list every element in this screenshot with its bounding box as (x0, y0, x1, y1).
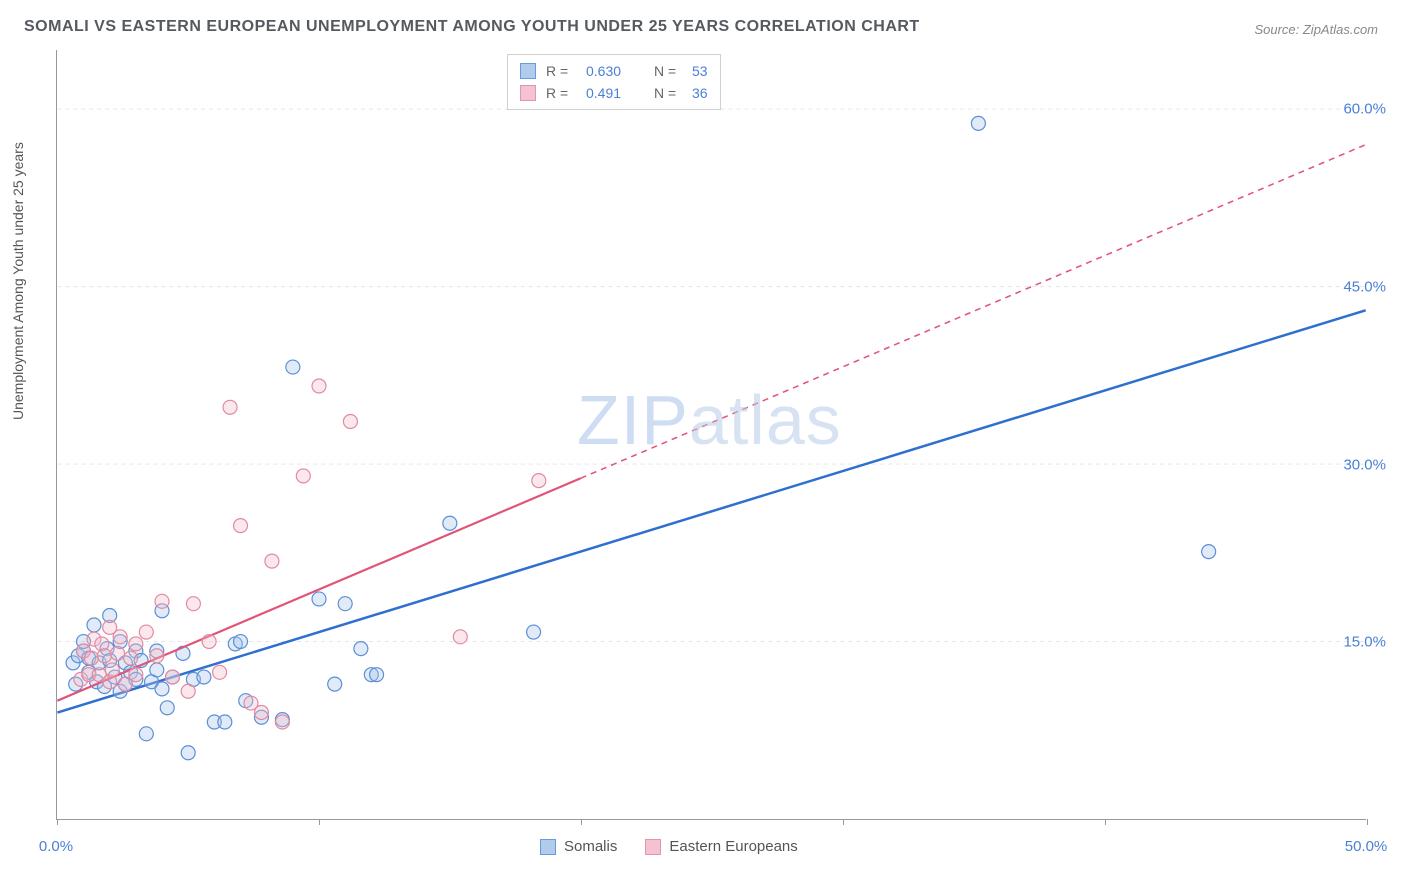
n-label: N = (654, 60, 682, 82)
legend-label-somalis: Somalis (564, 838, 617, 855)
legend-swatch-eastern (645, 839, 661, 855)
plot-area: ZIPatlas R = 0.630 N = 53 R = 0.491 N = … (56, 50, 1366, 820)
x-tick-label: 50.0% (1345, 838, 1388, 855)
chart-title: SOMALI VS EASTERN EUROPEAN UNEMPLOYMENT … (24, 18, 920, 36)
y-axis-label: Unemployment Among Youth under 25 years (10, 142, 26, 420)
legend-row-2: R = 0.491 N = 36 (520, 82, 708, 104)
r-label: R = (546, 82, 576, 104)
legend-label-eastern: Eastern Europeans (669, 838, 797, 855)
x-tick-label: 0.0% (39, 838, 73, 855)
r-label: R = (546, 60, 576, 82)
legend-swatch-eastern (520, 85, 536, 101)
r-value-eastern: 0.491 (586, 82, 644, 104)
bottom-legend: Somalis Eastern Europeans (540, 838, 798, 855)
n-value-eastern: 36 (692, 82, 708, 104)
y-tick-label: 30.0% (1343, 456, 1386, 473)
legend-item-somalis: Somalis (540, 838, 617, 855)
source-label: Source: ZipAtlas.com (1254, 22, 1378, 37)
legend-row-1: R = 0.630 N = 53 (520, 60, 708, 82)
correlation-legend: R = 0.630 N = 53 R = 0.491 N = 36 (507, 54, 721, 110)
legend-swatch-somalis (540, 839, 556, 855)
n-label: N = (654, 82, 682, 104)
y-tick-label: 60.0% (1343, 101, 1386, 118)
legend-item-eastern: Eastern Europeans (645, 838, 797, 855)
scatter-svg (57, 50, 1366, 819)
y-tick-label: 45.0% (1343, 278, 1386, 295)
y-tick-label: 15.0% (1343, 634, 1386, 651)
chart-container: SOMALI VS EASTERN EUROPEAN UNEMPLOYMENT … (0, 0, 1406, 892)
n-value-somalis: 53 (692, 60, 708, 82)
r-value-somalis: 0.630 (586, 60, 644, 82)
legend-swatch-somalis (520, 63, 536, 79)
